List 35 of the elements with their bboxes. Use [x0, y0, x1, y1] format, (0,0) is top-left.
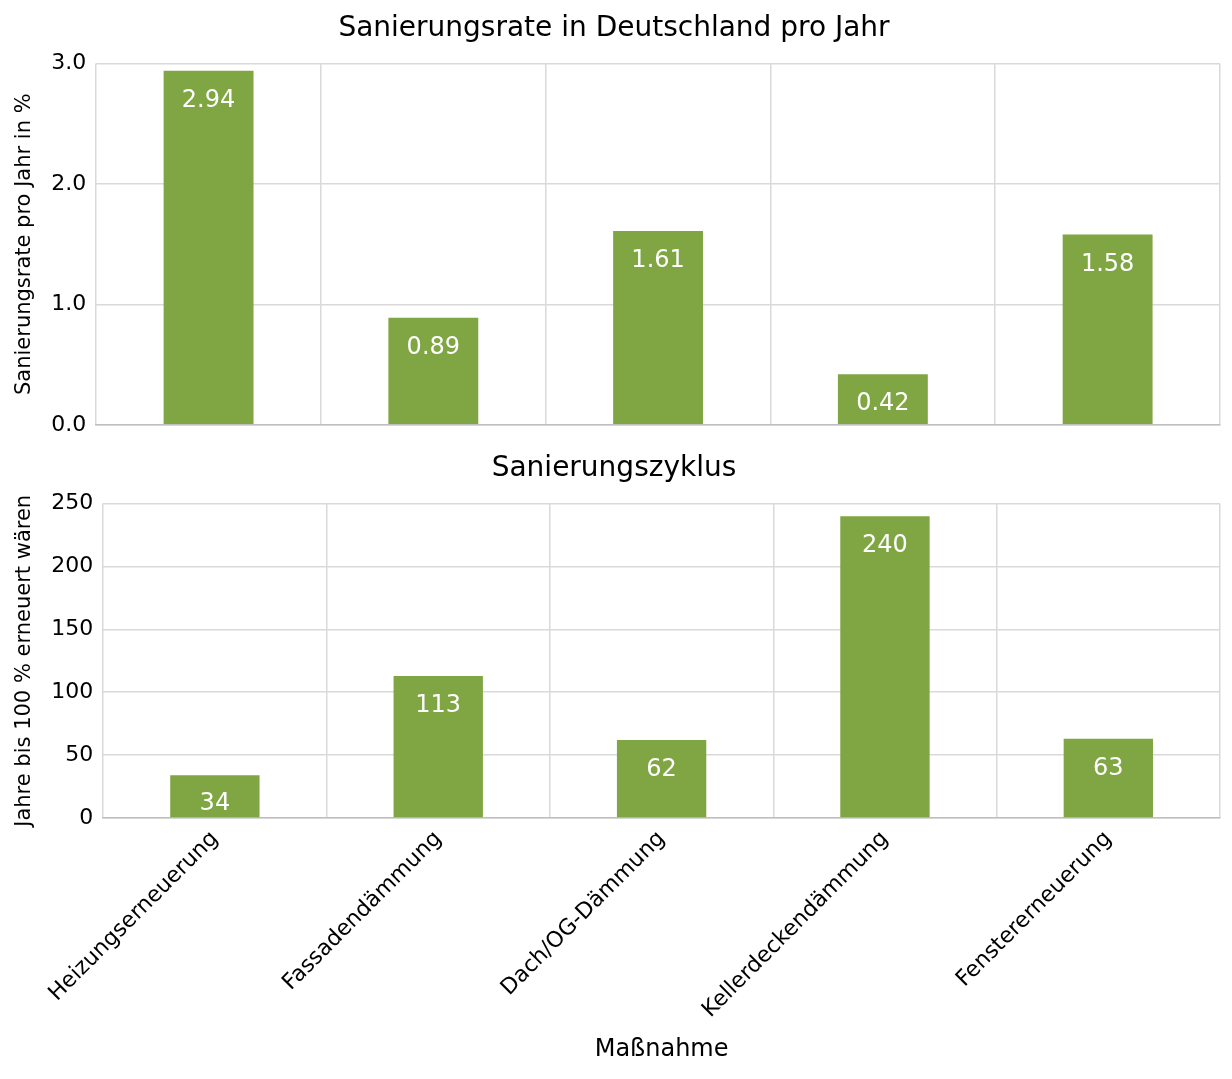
y-tick-label: 200: [51, 552, 94, 578]
bar: [393, 675, 483, 818]
data-label: 240: [862, 530, 908, 559]
bar: [388, 317, 479, 425]
data-label: 62: [646, 754, 677, 783]
data-label: 34: [199, 788, 231, 817]
bar: [1063, 738, 1153, 818]
bar: [1062, 234, 1153, 425]
y-tick-label: 3.0: [51, 49, 87, 75]
bar: [837, 374, 928, 425]
y-tick-label: 1.0: [51, 290, 87, 316]
bar: [170, 775, 260, 818]
data-label: 0.89: [406, 331, 461, 360]
y-tick-label: 100: [51, 677, 94, 703]
y-tick-label: 0: [79, 803, 94, 829]
chart-title: Sanierungsrate in Deutschland pro Jahr: [338, 10, 891, 44]
data-label: 113: [415, 690, 462, 719]
y-tick-label: 250: [51, 489, 94, 515]
y-axis-title: Sanierungsrate pro Jahr in %: [11, 93, 36, 395]
y-tick-label: 150: [51, 615, 94, 641]
y-tick-label: 2.0: [51, 169, 87, 195]
bar: [616, 740, 707, 818]
bar: [613, 230, 704, 425]
y-tick-label: 50: [65, 740, 94, 766]
bar: [840, 516, 930, 818]
data-label: 63: [1093, 753, 1124, 782]
data-label: 0.42: [856, 388, 910, 417]
bar: [163, 70, 254, 425]
y-tick-label: 0.0: [51, 410, 87, 436]
x-axis-title: Maßnahme: [594, 1033, 729, 1062]
data-label: 1.61: [631, 245, 685, 274]
data-label: 1.58: [1080, 248, 1135, 277]
data-label: 2.94: [181, 85, 236, 114]
chart-title: Sanierungszyklus: [491, 450, 737, 484]
y-axis-title: Jahre bis 100 % erneuert wären: [11, 494, 36, 829]
